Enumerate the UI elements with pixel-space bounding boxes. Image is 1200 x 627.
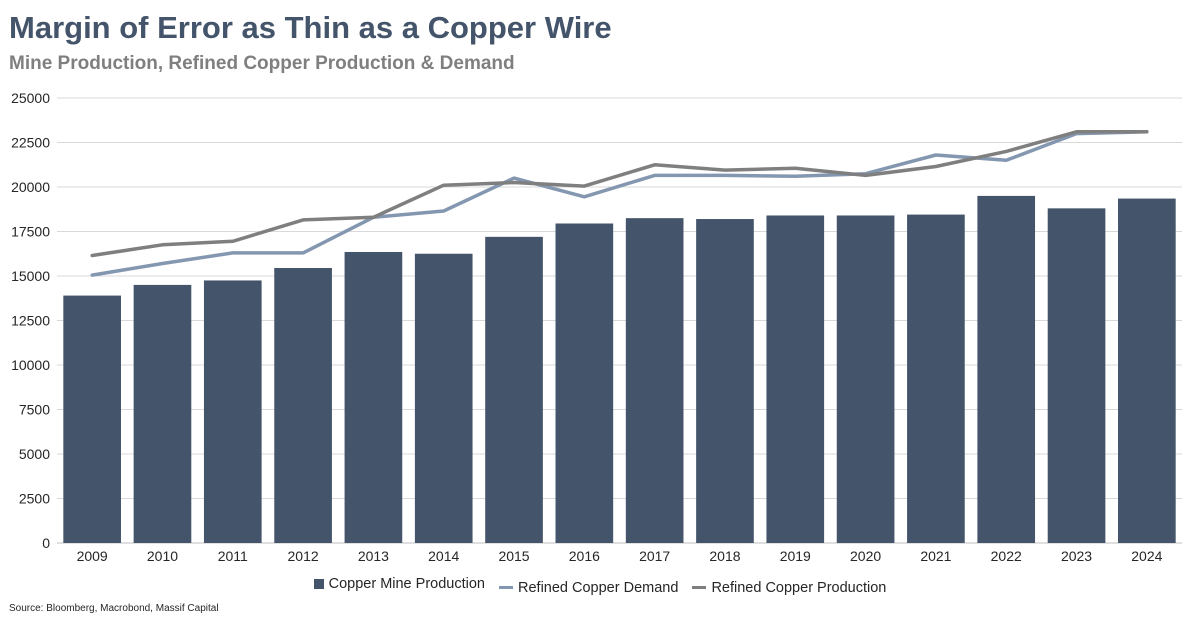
x-tick-label: 2019 (780, 548, 811, 564)
legend-swatch-refined-demand (499, 586, 514, 589)
legend-swatch-refined-production (692, 586, 707, 589)
source-note: Source: Bloomberg, Macrobond, Massif Cap… (9, 603, 219, 614)
bar-mine-production-2024 (1118, 198, 1176, 543)
legend-item-refined-demand: Refined Copper Demand (499, 580, 678, 596)
x-tick-label: 2017 (639, 548, 670, 564)
legend-swatch-mine-production (313, 579, 324, 589)
line-refined-production (90, 130, 1149, 258)
bar-mine-production-2015 (485, 236, 543, 543)
bar-mine-production-2017 (625, 218, 684, 543)
x-tick-label: 2009 (77, 548, 108, 564)
bar-mine-production-2022 (977, 195, 1036, 543)
y-tick-label: 22500 (11, 135, 50, 151)
y-tick-label: 12500 (11, 313, 50, 329)
x-tick-label: 2010 (147, 548, 178, 564)
x-tick-label: 2011 (218, 548, 248, 564)
y-tick-label: 25000 (11, 90, 50, 106)
x-tick-label: 2023 (1061, 548, 1092, 564)
bar-mine-production-2009 (63, 295, 121, 543)
x-tick-label: 2016 (569, 548, 600, 564)
x-tick-label: 2021 (920, 548, 951, 564)
legend-item-refined-production: Refined Copper Production (692, 580, 886, 596)
bar-mine-production-2021 (907, 214, 965, 543)
x-tick-label: 2024 (1131, 548, 1162, 564)
y-axis-ticks: 0 2500 5000 7500 10000 12500 15000 17500 20000 22… (11, 90, 50, 551)
y-tick-label: 10000 (11, 357, 50, 373)
y-tick-label: 0 (42, 535, 50, 551)
y-tick-label: 17500 (11, 224, 50, 240)
bar-mine-production-2016 (555, 223, 614, 544)
bar-mine-production-2020 (836, 215, 895, 544)
x-tick-label: 2018 (709, 548, 740, 564)
x-tick-label: 2020 (850, 548, 881, 564)
y-tick-label: 2500 (19, 491, 50, 507)
legend-label-refined-demand: Refined Copper Demand (518, 579, 679, 596)
line-series (90, 130, 1149, 277)
x-tick-label: 2012 (288, 548, 319, 564)
x-tick-label: 2014 (428, 548, 459, 564)
bar-mine-production-2014 (414, 253, 473, 543)
bar-mine-production-2010 (133, 284, 192, 543)
bar-mine-production-2019 (766, 215, 825, 544)
bar-mine-production-2018 (696, 219, 754, 544)
chart-subtitle: Mine Production, Refined Copper Producti… (9, 53, 515, 74)
x-tick-label: 2015 (498, 548, 529, 564)
x-axis-ticks: 2009 2010 2011 2012 2013 2014 2015 2016 2017 2018… (77, 548, 1163, 564)
legend-label-refined-production: Refined Copper Production (711, 579, 887, 596)
legend-label-mine-production: Copper Mine Production (328, 576, 485, 592)
bar-series-mine-production (63, 195, 1176, 544)
y-tick-label: 7500 (19, 402, 50, 418)
y-tick-label: 15000 (11, 268, 50, 284)
y-tick-label: 5000 (19, 446, 50, 462)
y-tick-label: 20000 (11, 179, 50, 195)
x-tick-label: 2022 (991, 548, 1022, 564)
bar-mine-production-2023 (1047, 208, 1106, 544)
chart-legend: Copper Mine Production Refined Copper De… (0, 576, 1200, 596)
x-tick-label: 2013 (358, 548, 389, 564)
chart-title: Margin of Error as Thin as a Copper Wire (9, 10, 612, 45)
legend-item-mine-production: Copper Mine Production (313, 576, 485, 592)
bar-mine-production-2011 (203, 280, 262, 543)
bar-mine-production-2013 (344, 251, 403, 543)
bar-mine-production-2012 (274, 267, 332, 543)
